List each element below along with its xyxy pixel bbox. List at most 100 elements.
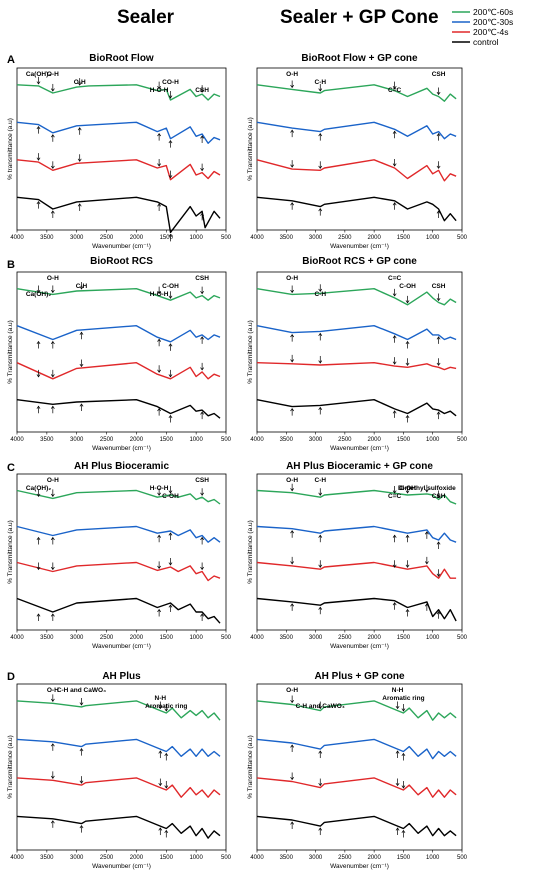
x-tick-label: 2000 [130,235,144,241]
x-tick-label: 2000 [367,635,381,641]
band-annotation: N-H [155,695,167,702]
band-annotation: O-H [286,477,298,484]
spectrum-200-4s [16,159,221,181]
spectrum-200-60s [256,489,457,505]
band-arrow-head [392,163,397,167]
x-tick-label: 3500 [40,855,54,861]
x-axis-label: Wavenumber (cm⁻¹) [330,863,389,870]
x-tick-label: 500 [457,235,468,241]
spectrum-200-60s [256,288,457,306]
band-arrow-head [318,606,323,610]
band-annotation: C-OH [399,283,416,290]
band-arrow-head [392,602,397,606]
x-axis-label: Wavenumber (cm⁻¹) [92,243,151,250]
band-arrow-head [436,91,441,96]
chart-title: BioRoot RCS + GP cone [302,256,417,267]
spectrum-control [16,597,221,624]
band-annotation: CSH [195,477,209,484]
band-annotation: Ca(OH)₂ [26,71,51,78]
band-arrow-head [79,748,84,752]
x-axis-label: Wavenumber (cm⁻¹) [330,445,389,452]
band-annotation: C-H [314,79,326,86]
x-tick-label: 2000 [130,635,144,641]
x-tick-label: 2500 [100,437,114,443]
x-tick-label: 2000 [367,437,381,443]
band-arrow-head [200,492,205,496]
chart-panel: C AH Plus Bioceramic 4000 3500 3000 2500 2000 1… [7,461,232,650]
band-arrow-head [318,750,323,754]
band-annotation: O-H [286,71,298,78]
band-arrow-head [168,233,173,238]
band-annotation: O-H [286,687,298,694]
x-tick-label: 4000 [10,235,24,241]
band-arrow-head [318,165,323,169]
band-arrow-head [36,405,41,409]
x-axis-label: Wavenumber (cm⁻¹) [92,445,151,452]
panel-letter: C [7,462,15,474]
x-tick-label: 4000 [250,635,264,641]
band-arrow-head [392,202,397,206]
band-annotation: N-H [392,687,404,694]
spectrum-200-30s [16,121,221,144]
band-arrow-head [401,708,406,712]
band-annotation: Ca(OH)₂ [26,485,51,492]
band-arrow-head [200,291,205,295]
band-arrow-head [436,573,441,577]
band-arrow-head [200,89,205,93]
x-tick-label: 500 [221,437,232,443]
spectrum-control [256,815,457,837]
band-annotation: C-H [76,283,88,290]
y-axis-label: % Transmittance (a.u) [247,320,254,384]
band-arrow-head [395,750,400,754]
spectrum-200-60s [256,700,457,721]
band-arrow-head [405,362,410,366]
band-annotation: O-H [47,71,59,78]
band-arrow-head [405,608,410,613]
band-arrow-head [200,336,205,340]
band-arrow-head [50,536,55,541]
x-tick-label: 1000 [426,437,440,443]
legend-label: 200℃-60s [473,7,513,17]
x-tick-label: 1500 [397,855,411,861]
plot-frame [16,473,227,631]
band-arrow-head [200,212,205,216]
x-tick-label: 2500 [100,635,114,641]
band-annotation: O-H [286,275,298,282]
band-arrow-head [200,367,205,371]
plot-frame [16,683,227,851]
band-arrow-head [290,821,295,825]
x-tick-label: 2500 [338,437,352,443]
spectrum-200-4s [256,561,457,579]
band-arrow-head [290,129,295,133]
band-arrow-head [392,86,397,90]
band-arrow-head [395,705,400,710]
band-annotation: CSH [195,275,209,282]
y-axis-label: % Transmittance (a.u) [7,520,14,584]
band-arrow-head [50,374,55,378]
band-arrow-head [50,743,55,747]
band-arrow-head [36,340,41,345]
band-arrow-head [318,564,323,568]
band-arrow-head [158,750,163,754]
spectrum-control [256,196,457,222]
x-tick-label: 3500 [280,437,294,443]
band-arrow-head [436,411,441,415]
band-arrow-head [158,705,163,710]
band-arrow-head [392,410,397,414]
band-arrow-head [50,134,55,138]
band-arrow-head [168,532,173,536]
band-arrow-head [36,81,41,85]
panel-letter: D [7,671,15,683]
chart-title: BioRoot Flow + GP cone [301,53,418,64]
spectrum-200-30s [16,325,221,343]
band-annotation: C=C [388,275,401,282]
band-arrow-head [401,752,406,757]
x-tick-label: 4000 [250,855,264,861]
x-tick-label: 2500 [100,855,114,861]
spectrum-200-4s [16,362,221,380]
band-arrow-head [158,782,163,787]
band-arrow-head [157,163,162,167]
band-arrow-head [77,82,82,86]
band-arrow-head [290,202,295,206]
band-arrow-head [50,493,55,497]
